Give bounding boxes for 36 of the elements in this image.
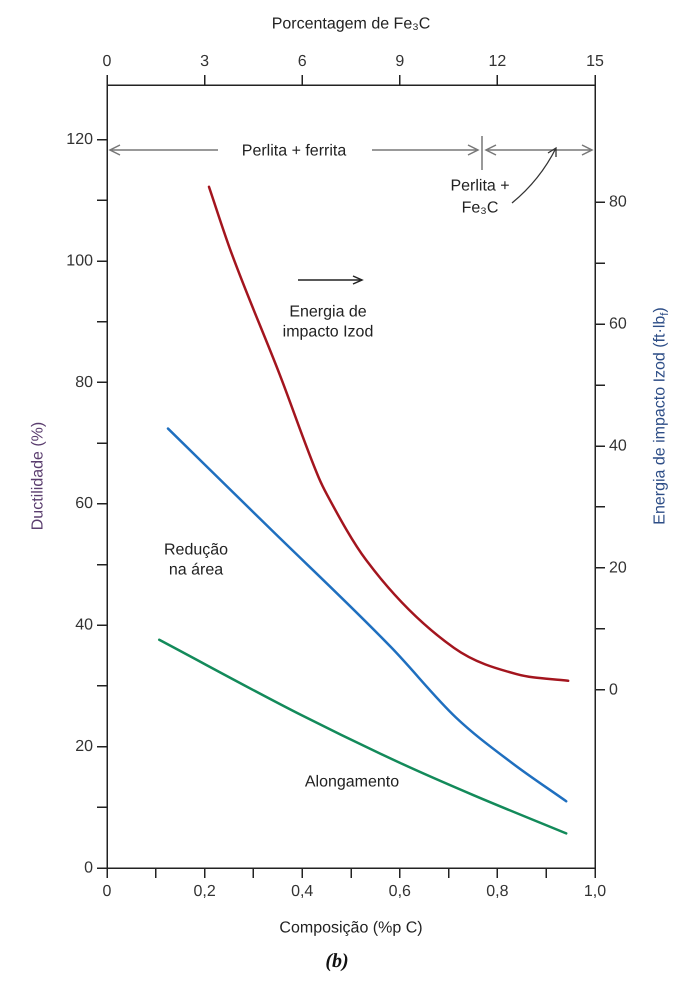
x2-tick-label: 9	[395, 52, 404, 70]
x2-tick-label: 15	[586, 52, 604, 70]
y-tick-label: 40	[75, 616, 94, 634]
x2-axis-title: Porcentagem de Fe₃C	[272, 15, 430, 32]
y2-tick-label: 40	[609, 437, 627, 454]
y2-tick-label: 20	[609, 559, 627, 576]
x2-tick-label: 3	[200, 52, 210, 70]
y-tick-label: 0	[84, 859, 94, 876]
y2-tick-label: 80	[609, 193, 627, 210]
x-tick-label: 0,2	[193, 883, 216, 900]
x-tick-label: 0	[102, 883, 112, 900]
x-tick-label: 0,8	[486, 883, 509, 900]
x-tick-label: 0,4	[291, 883, 314, 900]
y-axis-title: Ductilidade (%)	[29, 422, 46, 530]
y2-tick-label: 60	[609, 315, 627, 332]
line-series	[158, 638, 568, 835]
x2-tick-label: 12	[488, 52, 506, 70]
x2-tick-label: 0	[102, 52, 112, 70]
text: Redução na área	[164, 541, 228, 578]
annotation: Perlita + Fe₃C	[450, 177, 510, 216]
x-tick-label: 1,0	[584, 883, 606, 900]
y-tick-label: 60	[75, 495, 94, 512]
line-series	[166, 427, 568, 802]
annotation: Perlita + ferrita	[242, 142, 346, 160]
series-label: Energia de impacto Izod	[282, 303, 374, 340]
text: (b)	[325, 950, 349, 972]
x2-tick-label: 6	[298, 52, 307, 70]
x-axis-title: Composição (%p C)	[279, 919, 423, 936]
y-tick-label: 20	[75, 738, 94, 756]
y2-axis-title: Energia de impacto Izod (ft·lbf)	[651, 307, 671, 525]
y2-tick-label: 0	[609, 681, 618, 698]
y-tick-label: 120	[66, 131, 94, 148]
x-tick-label: 0,6	[388, 883, 412, 900]
y-tick-label: 100	[66, 252, 94, 270]
y-tick-label: 80	[75, 374, 94, 391]
series-label: Alongamento	[304, 773, 400, 790]
